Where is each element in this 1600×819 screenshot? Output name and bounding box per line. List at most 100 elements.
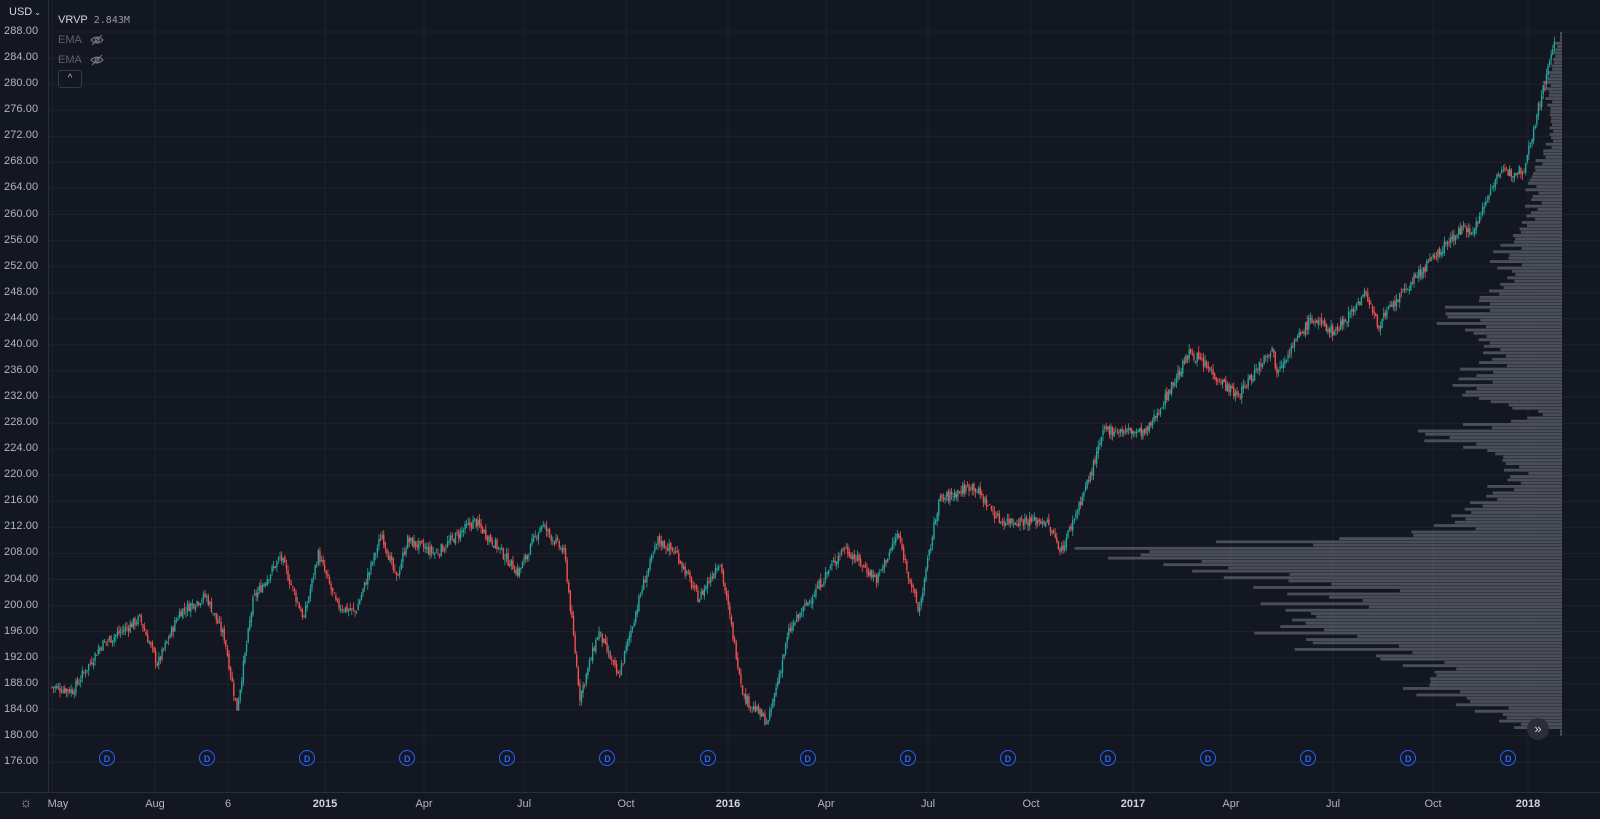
candle-body [1140, 427, 1143, 436]
y-tick-label: 268.00 [4, 155, 39, 168]
candle-body [914, 588, 916, 593]
legend-ema-1[interactable]: EMA [58, 30, 130, 50]
candle-body [829, 566, 832, 569]
candle-body [1363, 290, 1366, 297]
legend-ema-2[interactable]: EMA [58, 50, 130, 70]
candle-body [823, 581, 825, 586]
volume-profile-bar [1550, 110, 1562, 114]
volume-profile-bar [1499, 292, 1562, 296]
candle-body [784, 643, 787, 655]
candle-body [738, 667, 741, 675]
candle-body [1009, 518, 1012, 524]
candle-body [936, 513, 938, 521]
candle-body [1132, 431, 1135, 435]
currency-selector[interactable]: USD ⌄ [9, 6, 41, 18]
candle-body [475, 519, 477, 527]
dividend-marker[interactable]: D [1400, 750, 1417, 766]
candle-body [1158, 414, 1160, 415]
volume-profile-bar [1456, 667, 1562, 671]
candle-body [977, 488, 980, 494]
candle-body [1343, 319, 1345, 325]
candle-body [1036, 520, 1039, 524]
candle-body [1065, 537, 1068, 548]
dividend-marker[interactable]: D [1500, 750, 1517, 766]
candle-body [686, 570, 688, 574]
candle-body [56, 686, 58, 689]
dividend-marker[interactable]: D [1200, 750, 1217, 766]
x-tick-label: Apr [415, 798, 433, 810]
candle-body [898, 533, 900, 538]
volume-profile-bar [1413, 533, 1562, 537]
candle-body [1279, 366, 1281, 369]
candle-body [1048, 519, 1050, 526]
eye-off-icon[interactable] [90, 54, 104, 66]
candle-body [639, 594, 642, 596]
candle-body [83, 672, 85, 673]
candle-body [1352, 308, 1355, 312]
gear-icon[interactable]: ☼ [19, 794, 33, 810]
candle-body [1252, 379, 1254, 382]
time-scale[interactable] [0, 792, 1600, 819]
dividend-marker[interactable]: D [499, 750, 516, 766]
candle-body [86, 670, 88, 672]
scroll-to-realtime-button[interactable]: » [1527, 718, 1549, 740]
candle-body [1107, 426, 1109, 430]
candle-body [1540, 95, 1543, 108]
price-scale[interactable]: USD ⌄ 288.00 284.00 280.00 276.00 272.00 268.0… [0, 0, 49, 818]
volume-profile-bar [1470, 501, 1562, 505]
eye-off-icon[interactable] [90, 34, 104, 46]
dividend-marker[interactable]: D [799, 750, 816, 766]
dividend-marker[interactable]: D [599, 750, 616, 766]
candle-body [933, 521, 935, 539]
volume-profile-bar [1339, 537, 1562, 540]
candle-body [319, 550, 321, 563]
candle-body [764, 713, 766, 725]
dividend-marker[interactable]: D [98, 750, 115, 766]
candle-body [1357, 301, 1359, 304]
volume-profile-bar [1486, 494, 1562, 498]
candle-body [934, 519, 937, 524]
candle-body [113, 636, 115, 641]
candle-body [620, 664, 623, 675]
candle-body [306, 604, 308, 608]
candle-body [473, 518, 476, 519]
candle-body [851, 555, 854, 560]
candle-body [1000, 521, 1002, 524]
dividend-marker[interactable]: D [699, 750, 716, 766]
candle-body [1322, 321, 1324, 323]
candle-body [1496, 174, 1498, 180]
candle-body [1450, 237, 1452, 243]
candle-body [1381, 318, 1383, 328]
candle-body [80, 680, 82, 682]
legend-collapse-button[interactable]: ^ [58, 70, 82, 88]
candle-body [1459, 227, 1461, 235]
candle-body [175, 620, 178, 622]
volume-profile-bar [1323, 628, 1562, 632]
dividend-marker[interactable]: D [399, 750, 416, 766]
dividend-marker[interactable]: D [1300, 750, 1317, 766]
dividend-marker[interactable]: D [899, 750, 916, 766]
volume-profile-bar [1553, 58, 1562, 61]
candle-body [1277, 370, 1280, 373]
candle-body [333, 592, 335, 594]
dividend-marker[interactable]: D [299, 750, 316, 766]
candle-body [587, 667, 589, 676]
candle-body [1427, 260, 1430, 262]
volume-profile-bar [1451, 514, 1562, 518]
dividend-marker[interactable]: D [1099, 750, 1116, 766]
candle-body [1536, 114, 1538, 125]
volume-profile-bar [1505, 462, 1562, 466]
volume-profile-bar [1547, 77, 1562, 81]
candle-body [424, 547, 426, 549]
candle-body [327, 574, 329, 577]
candle-body [1186, 356, 1189, 360]
volume-profile-bar [1292, 618, 1562, 622]
volume-profile-bar [1449, 436, 1562, 439]
dividend-marker[interactable]: D [999, 750, 1016, 766]
dividend-marker[interactable]: D [199, 750, 216, 766]
candle-body [623, 650, 626, 663]
legend-vrvp[interactable]: VRVP 2.843M [58, 10, 130, 30]
candle-body [258, 586, 261, 591]
